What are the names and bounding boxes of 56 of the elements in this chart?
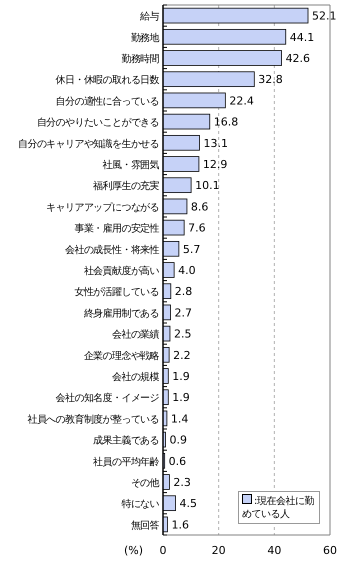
y-tick-label: 勤務時間 [121, 53, 160, 65]
y-tick-label: 企業の理念や戦略 [84, 350, 160, 362]
x-tick-label: 40 [267, 544, 282, 557]
data-label: 1.9 [172, 370, 190, 383]
legend-label: :現在会社に勤めている人 [238, 491, 320, 524]
y-tick-label: 終身雇用制である [82, 307, 159, 320]
data-label: 5.7 [182, 242, 200, 256]
y-tick-label: 自分のやりたいことができる [36, 116, 159, 129]
x-tick-label: 0 [160, 544, 166, 557]
data-label: 2.5 [174, 328, 192, 341]
data-label: 4.0 [178, 264, 196, 277]
data-label: 44.1 [290, 30, 314, 44]
x-tick-label: 20 [212, 544, 226, 557]
data-label: 2.2 [173, 348, 191, 362]
data-label: 2.7 [174, 306, 192, 320]
y-tick-label: 会社の知名度・イメージ [56, 392, 160, 404]
data-label: 2.3 [173, 476, 191, 489]
x-axis-title: (%) [124, 544, 143, 557]
data-label: 16.8 [214, 116, 238, 129]
y-tick-label: 福利厚生の充実 [93, 180, 160, 192]
y-tick-label: その他 [130, 477, 160, 489]
x-tick-label: 60 [323, 544, 337, 557]
y-tick-label: 女性が活躍している [74, 286, 159, 298]
y-tick-label: 無回答 [130, 519, 160, 532]
y-tick-label: 休日・休暇の取れる日数 [56, 75, 160, 86]
y-tick-label: 会社の成長性・将来性 [64, 244, 160, 256]
data-label: 1.4 [170, 412, 188, 426]
data-label: 52.1 [312, 10, 337, 23]
y-tick-label: 勤務地 [130, 32, 160, 44]
y-tick-label: 社員への教育制度が整っている [27, 413, 159, 426]
data-label: 4.5 [180, 497, 198, 510]
y-tick-label: 社員の平均年齢 [93, 456, 160, 468]
data-label: 1.9 [172, 391, 190, 404]
data-label: 13.1 [203, 136, 228, 150]
y-tick-label: 社会貢献度が高い [84, 265, 160, 277]
data-label: 2.8 [174, 285, 192, 298]
data-label: 8.6 [190, 200, 208, 214]
y-tick-label: キャリアアップにつながる [46, 201, 159, 214]
data-label: 1.6 [171, 518, 189, 532]
y-tick-label: 特にない [121, 498, 160, 510]
data-label: 0.6 [168, 454, 186, 468]
data-label: 32.8 [258, 73, 283, 86]
y-tick-label: 自分の適性に合っている [56, 95, 159, 108]
y-tick-label: 会社の規模 [112, 371, 160, 383]
data-label: 10.1 [195, 179, 220, 192]
y-tick-label: 成果主義である [93, 434, 159, 447]
y-tick-label: 事業・雇用の安定性 [74, 222, 160, 235]
data-label: 22.4 [229, 94, 254, 108]
data-label: 7.6 [188, 222, 206, 235]
data-label: 0.9 [170, 434, 188, 447]
data-label: 12.9 [202, 158, 228, 171]
y-tick-label: 自分のキャリアや知識を生かせる [18, 138, 159, 150]
data-label: 42.6 [286, 52, 310, 65]
y-tick-label: 給与 [139, 10, 160, 23]
y-tick-label: 会社の業績 [112, 328, 160, 341]
y-tick-label: 社風・雰囲気 [102, 159, 160, 171]
